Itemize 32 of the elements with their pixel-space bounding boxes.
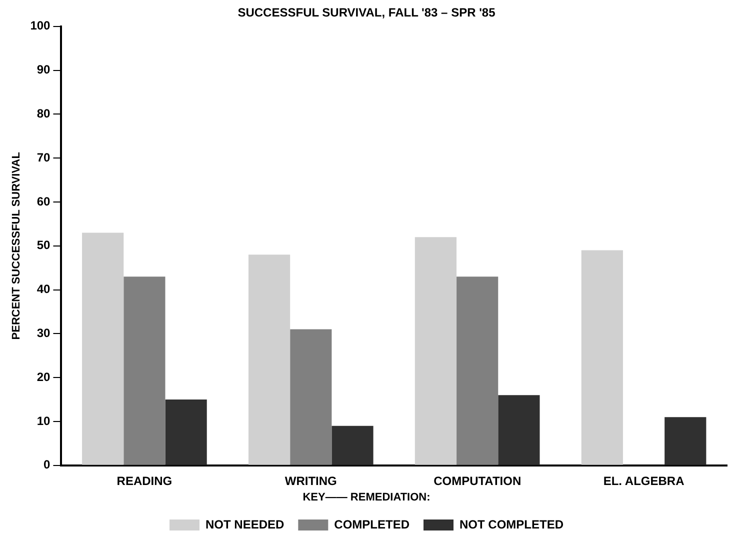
x-tick-label: READING [116, 474, 172, 488]
x-tick-label: COMPUTATION [434, 474, 522, 488]
bar [498, 395, 540, 465]
x-tick-label: WRITING [284, 474, 337, 488]
legend-label: NOT COMPLETED [460, 517, 564, 532]
y-tick-label: 10 [36, 414, 51, 428]
y-axis-title: PERCENT SUCCESSFUL SURVIVAL [10, 152, 23, 340]
y-tick-label: 20 [36, 370, 51, 384]
y-tick-label: 80 [36, 106, 51, 121]
bar [332, 426, 374, 465]
bar [248, 254, 290, 465]
y-tick-label: 0 [44, 458, 51, 472]
y-tick-label: 90 [36, 62, 51, 77]
legend-label: COMPLETED [334, 517, 410, 532]
y-tick-label: 60 [36, 194, 51, 208]
y-tick-label: 50 [36, 238, 51, 252]
y-tick-label: 30 [36, 326, 51, 340]
bar [664, 417, 706, 465]
bar [124, 276, 166, 465]
bar [456, 276, 498, 465]
y-tick-label: 70 [36, 150, 51, 164]
bar [165, 400, 207, 465]
bar [290, 329, 332, 465]
y-tick-label: 100 [30, 18, 51, 33]
bar [581, 250, 623, 465]
legend-title: KEY—— REMEDIATION: [302, 491, 430, 504]
chart-title: SUCCESSFUL SURVIVAL, FALL '83 – SPR '85 [238, 6, 496, 20]
bar [82, 232, 124, 465]
x-tick-label: EL. ALGEBRA [603, 474, 685, 488]
y-tick-label: 40 [36, 282, 51, 296]
bar [414, 237, 457, 465]
legend-label: NOT NEEDED [205, 517, 285, 532]
